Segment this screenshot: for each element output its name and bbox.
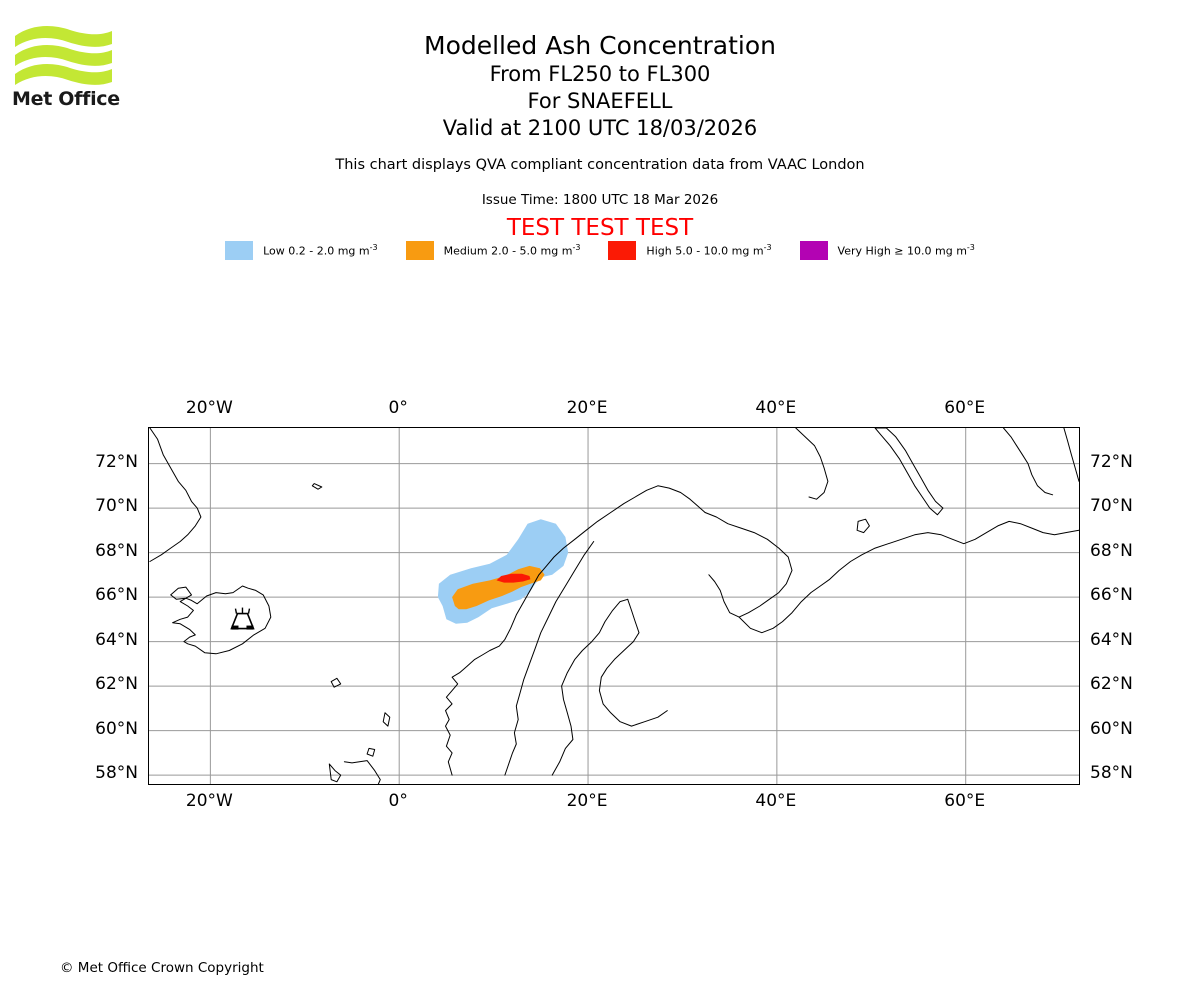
copyright-text: © Met Office Crown Copyright: [60, 960, 264, 976]
lon-tick-top: 0°: [388, 398, 408, 418]
lon-tick-bottom: 0°: [388, 791, 408, 811]
lat-tick-right: 72°N: [1090, 451, 1133, 472]
met-office-logo-text: Met Office: [12, 88, 120, 110]
russian-arctic-coast: [738, 520, 1079, 634]
legend-low-swatch: [225, 241, 254, 260]
legend-very-high: Very High ≥ 10.0 mg m-3: [799, 241, 975, 260]
lon-tick-top: 60°E: [944, 398, 986, 418]
legend-high: High 5.0 - 10.0 mg m-3: [608, 241, 772, 260]
lat-tick-right: 66°N: [1090, 585, 1133, 606]
map-gridlines: [149, 428, 1079, 784]
ash-concentration-map: [148, 427, 1080, 785]
legend-high-swatch: [608, 241, 637, 260]
jan-mayen: [311, 483, 323, 490]
norway-west-coast: [445, 485, 706, 776]
lat-tick-right: 70°N: [1090, 496, 1133, 517]
lat-tick-left: 68°N: [95, 540, 138, 561]
lon-tick-bottom: 20°E: [566, 791, 608, 811]
ash-plume: [437, 519, 569, 624]
northern-russia-fragment: [1063, 428, 1079, 482]
finland-coast: [598, 598, 668, 727]
lat-tick-left: 60°N: [95, 718, 138, 739]
lat-tick-left: 64°N: [95, 629, 138, 650]
greenland-coast: [149, 428, 202, 562]
yamal-coast: [1003, 428, 1054, 496]
flight-level-subtitle: From FL250 to FL300: [489, 62, 711, 86]
shetland-islands: [382, 712, 391, 727]
lat-tick-right: 62°N: [1090, 674, 1133, 695]
coastlines: [149, 428, 1079, 784]
iceland-coast: [170, 585, 272, 655]
lat-tick-left: 58°N: [95, 763, 138, 784]
scotland-coast: [343, 760, 381, 784]
lat-tick-right: 64°N: [1090, 629, 1133, 650]
faroe-islands: [330, 677, 342, 688]
lat-tick-right: 58°N: [1090, 763, 1133, 784]
novaya-zemlya: [874, 428, 944, 516]
legend-very-high-swatch: [799, 241, 828, 260]
plume-high: [496, 573, 531, 583]
norway-sweden-border: [504, 541, 595, 776]
volcano-subtitle: For SNAEFELL: [527, 89, 673, 113]
met-office-logo: [12, 22, 122, 112]
legend-medium: Medium 2.0 - 5.0 mg m-3: [405, 241, 581, 260]
test-banner: TEST TEST TEST: [506, 215, 694, 241]
lat-tick-right: 60°N: [1090, 718, 1133, 739]
kanin-extension: [795, 428, 829, 500]
legend-medium-label: Medium 2.0 - 5.0 mg m-3: [443, 243, 581, 258]
lon-tick-bottom: 40°E: [755, 791, 797, 811]
lat-tick-left: 62°N: [95, 674, 138, 695]
issue-time: Issue Time: 1800 UTC 18 Mar 2026: [481, 192, 719, 208]
lat-tick-left: 70°N: [95, 496, 138, 517]
snaefell-volcano-marker: [230, 607, 255, 630]
lon-tick-top: 20°E: [566, 398, 608, 418]
lat-tick-left: 66°N: [95, 585, 138, 606]
orkney-islands: [366, 747, 376, 757]
concentration-legend: Low 0.2 - 2.0 mg m-3 Medium 2.0 - 5.0 mg …: [0, 241, 1200, 260]
lat-tick-left: 72°N: [95, 451, 138, 472]
lat-tick-right: 68°N: [1090, 540, 1133, 561]
page-title: Modelled Ash Concentration: [424, 31, 776, 60]
legend-low-label: Low 0.2 - 2.0 mg m-3: [263, 243, 378, 258]
lon-tick-bottom: 60°E: [944, 791, 986, 811]
kola-white-sea: [704, 512, 793, 618]
qva-note: This chart displays QVA compliant concen…: [335, 157, 865, 173]
outer-hebrides: [328, 763, 342, 783]
lon-tick-top: 40°E: [755, 398, 797, 418]
lon-tick-top: 20°W: [185, 398, 233, 418]
legend-low: Low 0.2 - 2.0 mg m-3: [225, 241, 378, 260]
legend-very-high-label: Very High ≥ 10.0 mg m-3: [837, 243, 975, 258]
valid-time-subtitle: Valid at 2100 UTC 18/03/2026: [442, 116, 758, 140]
title-block: Modelled Ash Concentration From FL250 to…: [0, 30, 1200, 142]
kolguyev-island: [856, 518, 870, 534]
sweden-east-coast: [551, 598, 629, 776]
lon-tick-bottom: 20°W: [185, 791, 233, 811]
legend-high-label: High 5.0 - 10.0 mg m-3: [646, 243, 772, 258]
legend-medium-swatch: [405, 241, 434, 260]
